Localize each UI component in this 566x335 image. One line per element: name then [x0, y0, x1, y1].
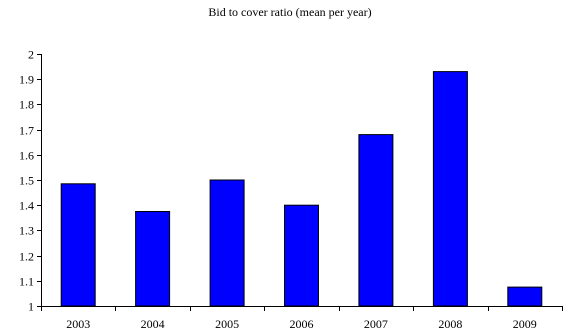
x-tick-label: 2006	[290, 317, 314, 331]
x-tick-label: 2005	[215, 317, 239, 331]
bar-2003	[60, 183, 96, 307]
y-tick-label: 1.3	[19, 224, 34, 238]
chart-title: Bid to cover ratio (mean per year)	[208, 5, 371, 19]
y-tick-label: 1.5	[19, 174, 34, 188]
x-axis: 2003 2004 2005 2006 2007 2008 2009	[41, 306, 563, 331]
x-tick-label: 2003	[66, 317, 90, 331]
x-tick-label: 2004	[141, 317, 165, 331]
bar-2004	[135, 211, 171, 307]
y-axis: 1 1.1 1.2 1.3 1.4 1.5 1.6 1.7 1.8 1.9 2	[19, 48, 42, 314]
bar-2006	[284, 204, 319, 307]
y-tick-label: 2	[28, 48, 34, 62]
y-tick-label: 1.2	[19, 250, 34, 264]
y-tick-label: 1.4	[19, 199, 34, 213]
x-tick-label: 2007	[364, 317, 388, 331]
x-tick-label: 2009	[513, 317, 537, 331]
y-tick-label: 1	[28, 300, 34, 314]
x-tick-label: 2008	[438, 317, 462, 331]
bar-2007	[358, 134, 394, 307]
y-tick-label: 1.8	[19, 98, 34, 112]
bars	[60, 71, 543, 307]
bar-2009	[507, 286, 543, 307]
y-tick-label: 1.1	[19, 275, 34, 289]
bar-2008	[432, 71, 468, 307]
y-tick-label: 1.9	[19, 73, 34, 87]
bar-2005	[209, 179, 245, 307]
y-tick-label: 1.7	[19, 124, 34, 138]
y-tick-label: 1.6	[19, 149, 34, 163]
